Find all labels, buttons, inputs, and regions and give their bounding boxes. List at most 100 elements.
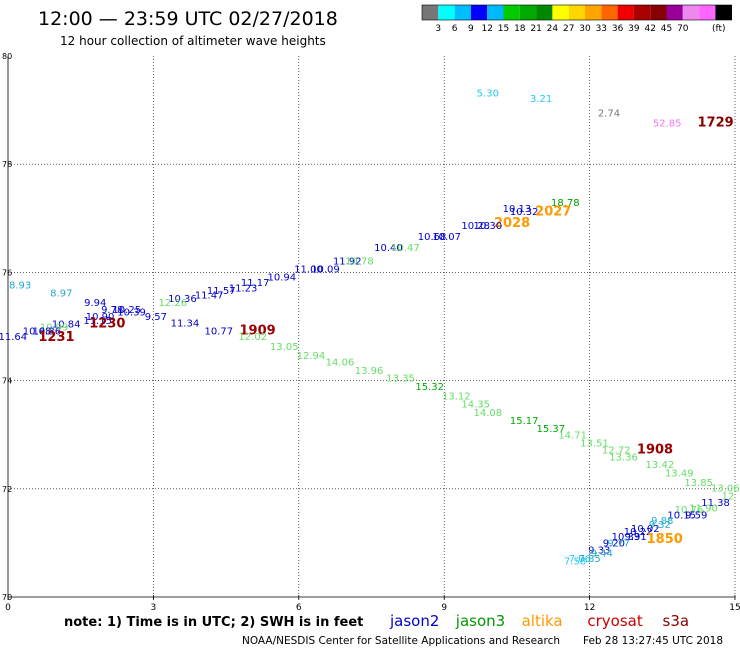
color-swatch bbox=[519, 5, 537, 20]
y-tick-label: 70 bbox=[2, 593, 12, 602]
color-scale-bar: 3 6 9 12 15 18 21 24 27 30 33 36 39 42 45 70 bbox=[421, 4, 733, 34]
color-swatch bbox=[470, 5, 488, 20]
wave-height-label: 12.94 bbox=[297, 351, 326, 362]
legend-item: altika bbox=[522, 612, 563, 630]
wave-height-label: 11.47 bbox=[195, 290, 224, 301]
wave-height-label: 5.30 bbox=[477, 89, 499, 100]
satellite-pass-label: 1230 bbox=[89, 317, 125, 332]
wave-height-label: 14.06 bbox=[326, 357, 355, 368]
wave-height-label: 13.49 bbox=[665, 468, 694, 479]
satellite-pass-label: 2028 bbox=[494, 216, 530, 231]
wave-height-label: 11.38 bbox=[701, 498, 730, 509]
color-scale-label: 30 bbox=[579, 24, 591, 34]
color-swatch bbox=[454, 5, 471, 20]
wave-height-label: 9.20 bbox=[603, 539, 625, 550]
x-tick-label: 3 bbox=[151, 603, 157, 613]
color-swatch bbox=[633, 5, 651, 20]
wave-height-label: 9.33 bbox=[588, 546, 610, 557]
wave-height-label: 8.93 bbox=[9, 281, 31, 292]
x-tick-label: 0 bbox=[5, 603, 11, 613]
satellite-pass-label: 1729 bbox=[698, 115, 734, 130]
wave-height-label: 12 bbox=[722, 492, 735, 503]
color-scale-label: 6 bbox=[452, 24, 458, 34]
color-swatch bbox=[650, 5, 667, 20]
color-scale-label: 45 bbox=[661, 24, 672, 34]
color-scale-label: 27 bbox=[563, 24, 574, 34]
x-axis-ticks: 0 3 6 9 12 15 bbox=[5, 595, 740, 613]
wave-height-label: 10.47 bbox=[391, 243, 420, 254]
color-swatch bbox=[438, 5, 455, 20]
footer-timestamp: Feb 28 13:27:45 UTC 2018 bbox=[583, 635, 723, 647]
color-swatch bbox=[422, 5, 439, 20]
color-swatch bbox=[601, 5, 618, 20]
color-swatch bbox=[699, 5, 716, 20]
wave-height-label: 3.21 bbox=[530, 94, 552, 105]
wave-height-label: 10.33 bbox=[612, 532, 641, 543]
wave-height-label: 11.15 bbox=[83, 316, 112, 327]
wave-height-label: 13.42 bbox=[646, 460, 675, 471]
wave-height-label: 12.26 bbox=[158, 298, 187, 309]
wave-height-label: 10.30 bbox=[473, 221, 502, 232]
color-scale-label: 33 bbox=[596, 24, 607, 34]
wave-height-label: 12.02 bbox=[238, 332, 267, 343]
wave-height-label: 10.25 bbox=[112, 305, 141, 316]
color-scale-label: 70 bbox=[677, 24, 689, 34]
wave-height-label: 10.02 bbox=[631, 524, 660, 535]
satellite-pass-label: 1850 bbox=[647, 532, 683, 547]
color-swatch bbox=[585, 5, 602, 20]
wave-height-label: 9.88 bbox=[651, 516, 673, 527]
wave-height-label: 15.17 bbox=[510, 416, 539, 427]
y-tick-label: 80 bbox=[2, 52, 12, 61]
wave-height-label: 13.51 bbox=[580, 439, 609, 450]
color-scale-label: 15 bbox=[498, 24, 509, 34]
wave-height-label: 12.72 bbox=[602, 446, 631, 457]
wave-height-label: 13.12 bbox=[442, 392, 471, 403]
chart-subtitle: 12 hour collection of altimeter wave hei… bbox=[60, 34, 326, 48]
legend-item: s3a bbox=[663, 612, 690, 630]
wave-height-label: 11.34 bbox=[171, 319, 200, 330]
wave-height-label: 10.15 bbox=[667, 511, 696, 522]
y-axis-ticks: 70 72 74 76 78 80 bbox=[2, 52, 12, 602]
wave-height-label: 18.78 bbox=[551, 198, 580, 209]
wave-height-label: 14.71 bbox=[558, 430, 587, 441]
wave-height-label: 9.57 bbox=[145, 312, 167, 323]
chart-title: 12:00 — 23:59 UTC 02/27/2018 bbox=[38, 8, 338, 30]
footer-credit: NOAA/NESDIS Center for Satellite Applica… bbox=[242, 635, 560, 647]
color-scale-label: 39 bbox=[628, 24, 640, 34]
color-swatch bbox=[503, 5, 520, 20]
wave-height-label: 14.08 bbox=[473, 408, 502, 419]
legend-item: cryosat bbox=[587, 612, 642, 630]
wave-height-label: 10.32 bbox=[510, 207, 539, 218]
y-tick-label: 74 bbox=[2, 377, 12, 386]
footer-note: note: 1) Time is in UTC; 2) SWH is in fe… bbox=[64, 615, 363, 630]
wave-height-label: 9.32 bbox=[649, 520, 671, 531]
x-tick-label: 6 bbox=[296, 603, 302, 613]
wave-height-label: 7.58 bbox=[564, 557, 586, 568]
wave-height-label: 9.94 bbox=[84, 298, 106, 309]
wave-height-label: 11.23 bbox=[229, 283, 258, 294]
color-scale-label: 42 bbox=[644, 24, 655, 34]
wave-height-label: 10.40 bbox=[374, 243, 403, 254]
color-scale-label: 36 bbox=[612, 24, 624, 34]
wave-height-label: 52.85 bbox=[653, 118, 682, 129]
wave-height-label: 11.90 bbox=[689, 504, 718, 515]
wave-height-label: 10.22 bbox=[624, 527, 653, 538]
x-tick-label: 9 bbox=[441, 603, 447, 613]
color-scale-unit: (ft) bbox=[712, 24, 726, 34]
wave-height-label: 9.78 bbox=[101, 305, 123, 316]
satellite-pass-label: 1908 bbox=[637, 443, 673, 458]
color-swatch bbox=[617, 5, 634, 20]
wave-height-label: 15.37 bbox=[537, 424, 566, 435]
wave-height-label: 13.96 bbox=[355, 366, 384, 377]
color-swatch bbox=[536, 5, 553, 20]
wave-height-label: 9.44 bbox=[591, 548, 613, 559]
wave-height-label: 10.77 bbox=[205, 327, 234, 338]
wave-height-label: 11.64 bbox=[0, 332, 27, 343]
wave-height-label: 10.28 bbox=[461, 221, 490, 232]
legend-item: jason2 bbox=[389, 612, 439, 630]
wave-height-label: 10.94 bbox=[268, 273, 297, 284]
wave-height-label: 10.68 bbox=[23, 327, 52, 338]
wave-height-label: 10.84 bbox=[52, 320, 81, 331]
x-tick-label: 15 bbox=[729, 603, 740, 613]
satellite-pass-label: 1231 bbox=[38, 330, 74, 345]
